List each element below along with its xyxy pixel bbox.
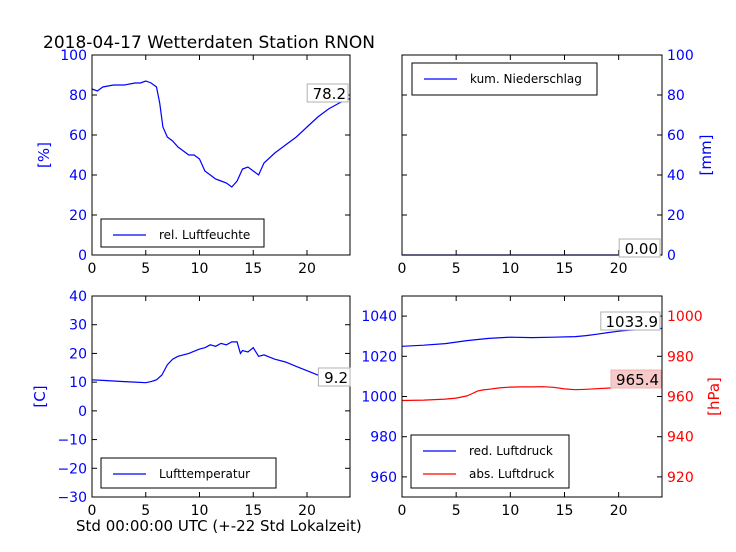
x-axis-label: Std 00:00:00 UTC (+-22 Std Lokalzeit) bbox=[76, 517, 362, 535]
y-axis-label-right: [hPa] bbox=[705, 377, 723, 416]
x-tick-label: 5 bbox=[452, 503, 461, 519]
axes-frame bbox=[401, 54, 663, 256]
value-annotation-box bbox=[600, 311, 661, 331]
value-annotation-box bbox=[317, 367, 351, 387]
y-tick-label: 80 bbox=[667, 88, 685, 104]
y-tick-label: 920 bbox=[667, 470, 694, 486]
legend-label: kum. Niederschlag bbox=[470, 72, 582, 86]
y-tick-label: 100 bbox=[60, 48, 87, 64]
y-tick-label: 40 bbox=[69, 168, 87, 184]
y-tick-label: 40 bbox=[667, 168, 685, 184]
y-tick-label: 0 bbox=[78, 404, 87, 420]
value-annotation: 0.00 bbox=[625, 240, 658, 258]
value-annotation-box bbox=[610, 369, 662, 389]
x-tick-label: 20 bbox=[298, 261, 316, 277]
y-tick-label: 1000 bbox=[667, 309, 703, 325]
y-tick-label: −30 bbox=[57, 490, 87, 506]
legend-label: rel. Luftfeuchte bbox=[159, 228, 250, 242]
temperature-panel: 0 5 10 15 20 −30 −20 −10 0 10 20 30 40 [C] Lufttempera… bbox=[31, 289, 351, 519]
x-tick-label: 15 bbox=[556, 261, 574, 277]
x-tick-label: 15 bbox=[244, 261, 262, 277]
value-annotation-box bbox=[306, 83, 349, 103]
value-annotation: 965.4 bbox=[616, 371, 659, 389]
value-annotation: 9.2 bbox=[324, 369, 348, 387]
y-tick-label: 940 bbox=[667, 430, 694, 446]
y-tick-label: 100 bbox=[667, 48, 694, 64]
axes-frame bbox=[91, 295, 351, 498]
axes-frame bbox=[91, 54, 351, 256]
x-tick-label: 0 bbox=[398, 503, 407, 519]
y-tick-label: 60 bbox=[69, 128, 87, 144]
y-tick-label: 80 bbox=[69, 88, 87, 104]
x-tick-label: 10 bbox=[191, 261, 209, 277]
x-tick-label: 20 bbox=[610, 261, 628, 277]
legend-box bbox=[100, 457, 277, 489]
y-tick-label: 980 bbox=[370, 430, 397, 446]
y-axis-label: [C] bbox=[31, 385, 49, 407]
value-annotation: 1033.9 bbox=[606, 313, 659, 331]
x-tick-label: 5 bbox=[452, 261, 461, 277]
humidity-panel: 0 5 10 15 20 0 20 40 60 80 100 [%] rel. Luftfeuchte 7… bbox=[35, 48, 351, 277]
y-tick-label: 20 bbox=[69, 208, 87, 224]
x-tick-label: 10 bbox=[501, 261, 519, 277]
legend-box bbox=[100, 218, 265, 248]
x-tick-label: 20 bbox=[298, 503, 316, 519]
y-tick-label: −10 bbox=[57, 433, 87, 449]
y-axis-label: [%] bbox=[35, 142, 53, 168]
y-tick-label: 960 bbox=[667, 390, 694, 406]
y-tick-label: 1020 bbox=[361, 349, 397, 365]
x-tick-label: 10 bbox=[501, 503, 519, 519]
y-tick-label: 0 bbox=[78, 248, 87, 264]
legend-label: abs. Luftdruck bbox=[469, 467, 554, 481]
y-tick-label: 10 bbox=[69, 375, 87, 391]
legend-label: Lufttemperatur bbox=[159, 467, 250, 481]
x-tick-label: 15 bbox=[244, 503, 262, 519]
y-tick-label: −20 bbox=[57, 461, 87, 477]
x-tick-label: 0 bbox=[88, 503, 97, 519]
x-tick-label: 20 bbox=[610, 503, 628, 519]
legend-box bbox=[410, 434, 570, 489]
value-annotation-box bbox=[618, 238, 661, 258]
x-tick-label: 0 bbox=[88, 261, 97, 277]
temperature-line bbox=[91, 341, 351, 385]
x-tick-label: 5 bbox=[141, 503, 150, 519]
x-tick-label: 0 bbox=[398, 261, 407, 277]
chart-title: 2018-04-17 Wetterdaten Station RNON bbox=[43, 33, 375, 53]
y-tick-label: 1040 bbox=[361, 309, 397, 325]
y-tick-label: 980 bbox=[667, 349, 694, 365]
y-tick-label: 30 bbox=[69, 318, 87, 334]
x-tick-label: 5 bbox=[141, 261, 150, 277]
humidity-line bbox=[91, 80, 351, 188]
precipitation-panel: 0 5 10 15 20 0 20 40 60 80 100 [mm] kum. Niederschla… bbox=[398, 48, 715, 277]
x-tick-label: 10 bbox=[191, 503, 209, 519]
value-annotation: 78.2 bbox=[313, 85, 346, 103]
pressure-panel: 0 5 10 15 20 960 980 1000 1020 1040 920 940 960 980 10… bbox=[361, 295, 723, 519]
y-axis-label: [mm] bbox=[697, 135, 715, 176]
y-tick-label: 1000 bbox=[361, 390, 397, 406]
x-tick-label: 15 bbox=[556, 503, 574, 519]
reduced-pressure-line bbox=[401, 327, 663, 347]
legend-label: red. Luftdruck bbox=[469, 444, 553, 458]
y-tick-label: 20 bbox=[69, 346, 87, 362]
y-tick-label: 60 bbox=[667, 128, 685, 144]
y-tick-label: 20 bbox=[667, 208, 685, 224]
y-tick-label: 40 bbox=[69, 289, 87, 305]
y-tick-label: 960 bbox=[370, 470, 397, 486]
y-tick-label: 0 bbox=[667, 248, 676, 264]
